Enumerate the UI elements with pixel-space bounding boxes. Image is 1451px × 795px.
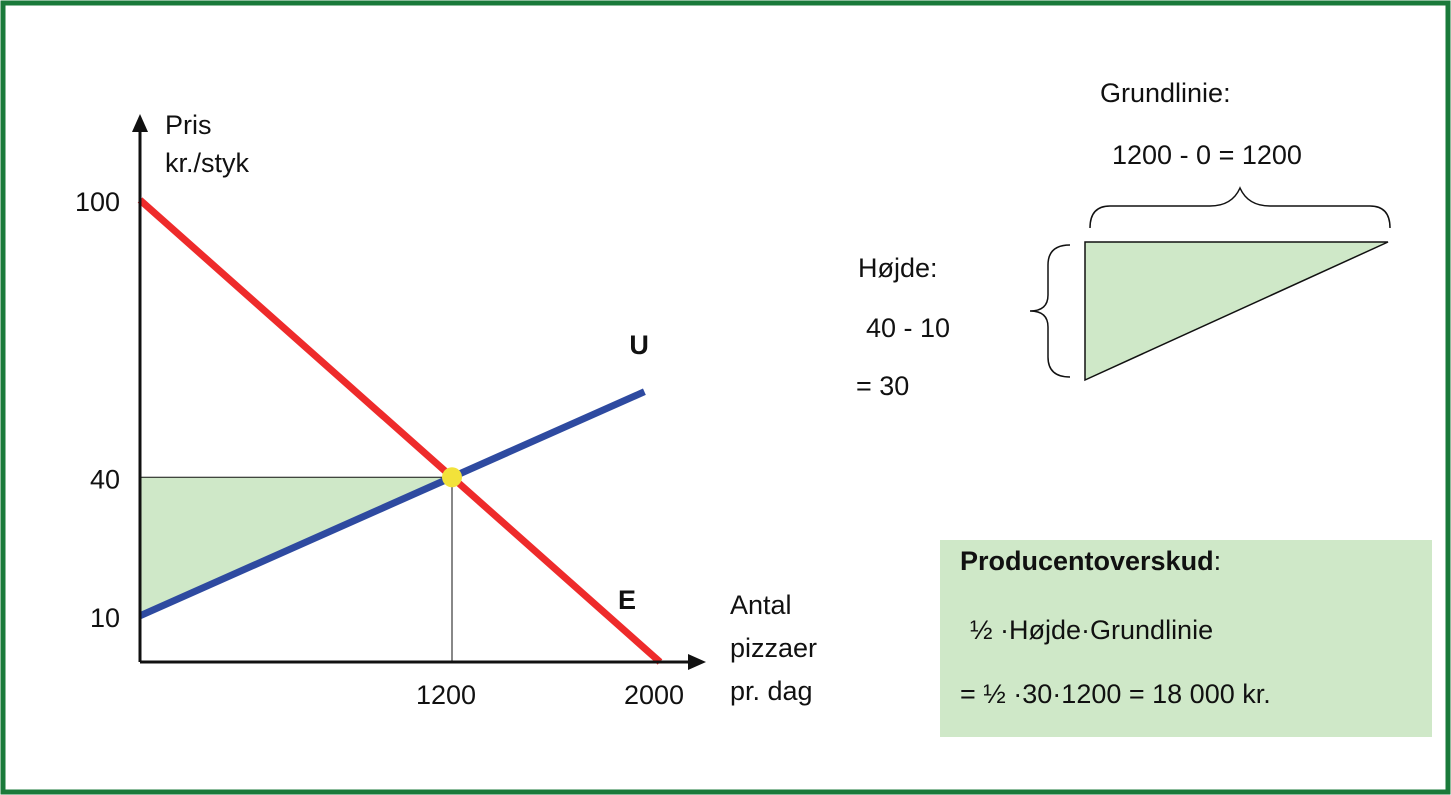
y-axis-label: kr./styk bbox=[165, 148, 250, 178]
height-result: = 30 bbox=[856, 371, 909, 401]
box-result: = ½ ·30·1200 = 18 000 kr. bbox=[960, 679, 1271, 709]
x-axis-arrow bbox=[688, 654, 706, 670]
y-axis-arrow bbox=[132, 114, 148, 132]
baseline-title: Grundlinie: bbox=[1100, 78, 1231, 108]
y-tick-label: 40 bbox=[90, 464, 120, 494]
summary-box bbox=[940, 540, 1432, 737]
baseline-brace bbox=[1089, 186, 1391, 229]
y-tick-label: 100 bbox=[75, 187, 120, 217]
equilibrium-point bbox=[442, 467, 462, 488]
x-axis-label: pizzaer bbox=[730, 633, 817, 663]
box-formula: ½ ·Højde·Grundlinie bbox=[970, 615, 1213, 645]
x-axis-label: pr. dag bbox=[730, 676, 813, 706]
surplus-triangle bbox=[1084, 241, 1389, 382]
x-tick-label: 1200 bbox=[416, 680, 476, 710]
baseline-calc: 1200 - 0 = 1200 bbox=[1112, 140, 1302, 170]
box-title-suffix: : bbox=[1214, 546, 1222, 576]
y-axis-label: Pris bbox=[165, 110, 212, 140]
height-calc: 40 - 10 bbox=[866, 313, 950, 343]
height-title: Højde: bbox=[858, 253, 938, 283]
series-label: U bbox=[629, 330, 649, 360]
series-line bbox=[138, 388, 646, 619]
x-axis-label: Antal bbox=[730, 590, 792, 620]
box-title-bold: Producentoverskud bbox=[960, 546, 1214, 576]
plot: E U 10 40 100 1200 2000 Pris kr./styk Antal pizzae… bbox=[75, 110, 817, 710]
height-brace bbox=[1029, 244, 1071, 378]
box-title: Producentoverskud: bbox=[960, 546, 1221, 576]
series-line bbox=[137, 197, 663, 665]
y-tick-label: 10 bbox=[90, 603, 120, 633]
series-label: E bbox=[618, 585, 636, 615]
x-tick-label: 2000 bbox=[624, 680, 684, 710]
